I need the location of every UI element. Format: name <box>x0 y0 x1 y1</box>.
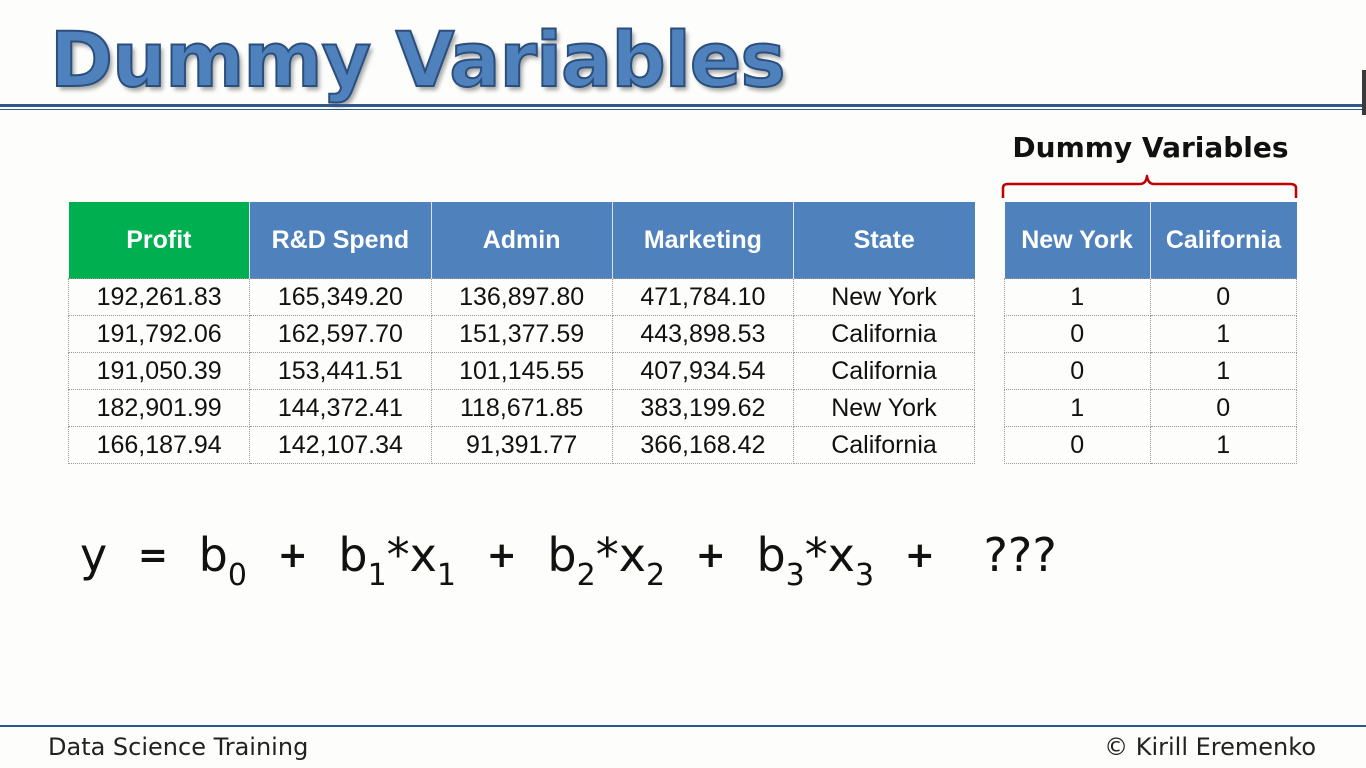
header-rd-spend: R&D Spend <box>249 202 432 279</box>
dummy-header-row: New York California <box>1004 202 1297 279</box>
cell-state: California <box>793 315 975 353</box>
cell-admin: 118,671.85 <box>430 389 613 427</box>
eq-y: y <box>80 528 108 582</box>
title-divider-thin <box>0 109 1366 110</box>
table-row: 0 1 <box>1004 315 1297 353</box>
eq-b: b <box>198 528 228 582</box>
eq-unknown-term: ??? <box>983 528 1057 582</box>
cell-profit: 191,050.39 <box>67 352 251 390</box>
title-divider <box>0 104 1366 107</box>
table-row: 0 1 <box>1004 426 1297 464</box>
eq-star: * <box>595 528 619 582</box>
cell-rd-spend: 153,441.51 <box>249 352 432 390</box>
cell-new-york: 0 <box>1004 426 1151 464</box>
cell-state: California <box>793 352 975 390</box>
cell-profit: 182,901.99 <box>67 389 251 427</box>
table-row: 191,792.06 162,597.70 151,377.59 443,898… <box>67 315 975 353</box>
cell-profit: 166,187.94 <box>67 426 251 464</box>
table-row: 182,901.99 144,372.41 118,671.85 383,199… <box>67 389 975 427</box>
eq-plus: + <box>695 535 726 576</box>
table-row: 191,050.39 153,441.51 101,145.55 407,934… <box>67 352 975 390</box>
table-row: 166,187.94 142,107.34 91,391.77 366,168.… <box>67 426 975 464</box>
data-table: Profit R&D Spend Admin Marketing State 1… <box>67 202 975 464</box>
cell-rd-spend: 165,349.20 <box>249 278 432 316</box>
table-row: 1 0 <box>1004 278 1297 316</box>
cell-new-york: 0 <box>1004 315 1151 353</box>
cell-marketing: 407,934.54 <box>611 352 795 390</box>
cell-rd-spend: 142,107.34 <box>249 426 432 464</box>
header-admin: Admin <box>431 202 613 279</box>
cell-california: 1 <box>1149 426 1297 464</box>
table-header-row: Profit R&D Spend Admin Marketing State <box>68 202 975 279</box>
dummy-variables-label: Dummy Variables <box>1012 131 1289 164</box>
cell-admin: 101,145.55 <box>430 352 613 390</box>
header-state: State <box>793 202 975 279</box>
table-row: 192,261.83 165,349.20 136,897.80 471,784… <box>67 278 975 316</box>
eq-sub: 2 <box>645 558 666 593</box>
cell-marketing: 443,898.53 <box>611 315 795 353</box>
cell-state: New York <box>793 278 975 316</box>
header-profit: Profit <box>68 202 251 279</box>
cell-admin: 151,377.59 <box>430 315 613 353</box>
footer-course-name: Data Science Training <box>48 733 309 761</box>
cell-new-york: 0 <box>1004 352 1151 390</box>
cell-profit: 191,792.06 <box>67 315 251 353</box>
cell-admin: 136,897.80 <box>430 278 613 316</box>
eq-sub: 1 <box>367 558 387 593</box>
cell-rd-spend: 144,372.41 <box>249 389 432 427</box>
cell-california: 1 <box>1149 352 1297 390</box>
cell-state: California <box>793 426 975 464</box>
eq-plus: + <box>904 535 935 576</box>
eq-b: b <box>547 528 577 582</box>
dummy-variables-table: New York California 1 0 0 1 0 1 1 0 0 1 <box>1004 202 1297 464</box>
eq-plus: + <box>486 535 517 576</box>
cell-admin: 91,391.77 <box>430 426 613 464</box>
cell-profit: 192,261.83 <box>67 278 251 316</box>
eq-plus: + <box>277 535 308 576</box>
eq-x: x <box>827 528 855 582</box>
eq-equals: = <box>137 535 169 576</box>
cell-marketing: 383,199.62 <box>611 389 795 427</box>
cell-rd-spend: 162,597.70 <box>249 315 432 353</box>
header-california: California <box>1150 202 1297 279</box>
eq-x: x <box>409 528 437 582</box>
eq-sub: 2 <box>576 558 596 593</box>
cell-california: 1 <box>1149 315 1297 353</box>
cell-marketing: 471,784.10 <box>611 278 795 316</box>
cell-new-york: 1 <box>1004 389 1151 427</box>
eq-sub: 0 <box>227 558 247 593</box>
eq-x: x <box>618 528 646 582</box>
table-row: 0 1 <box>1004 352 1297 390</box>
eq-b: b <box>338 528 368 582</box>
footer-copyright: © Kirill Eremenko <box>1104 733 1316 761</box>
regression-equation: y = b0 + b1*x1 + b2*x2 + b3*x3 + ??? <box>80 528 1057 591</box>
header-new-york: New York <box>1004 202 1151 279</box>
table-row: 1 0 <box>1004 389 1297 427</box>
slide-title: Dummy Variables <box>49 14 787 105</box>
footer-divider <box>0 725 1366 727</box>
eq-star: * <box>804 528 828 582</box>
eq-star: * <box>386 528 410 582</box>
eq-sub: 3 <box>855 558 875 593</box>
cell-marketing: 366,168.42 <box>611 426 795 464</box>
cell-state: New York <box>793 389 975 427</box>
curly-brace-icon <box>1001 174 1298 198</box>
window-edge-bar <box>1362 70 1366 115</box>
header-marketing: Marketing <box>612 202 795 279</box>
eq-sub: 1 <box>436 558 456 593</box>
cell-california: 0 <box>1149 278 1297 316</box>
cell-new-york: 1 <box>1004 278 1151 316</box>
eq-sub: 3 <box>785 558 805 593</box>
cell-california: 0 <box>1149 389 1297 427</box>
eq-b: b <box>756 528 786 582</box>
